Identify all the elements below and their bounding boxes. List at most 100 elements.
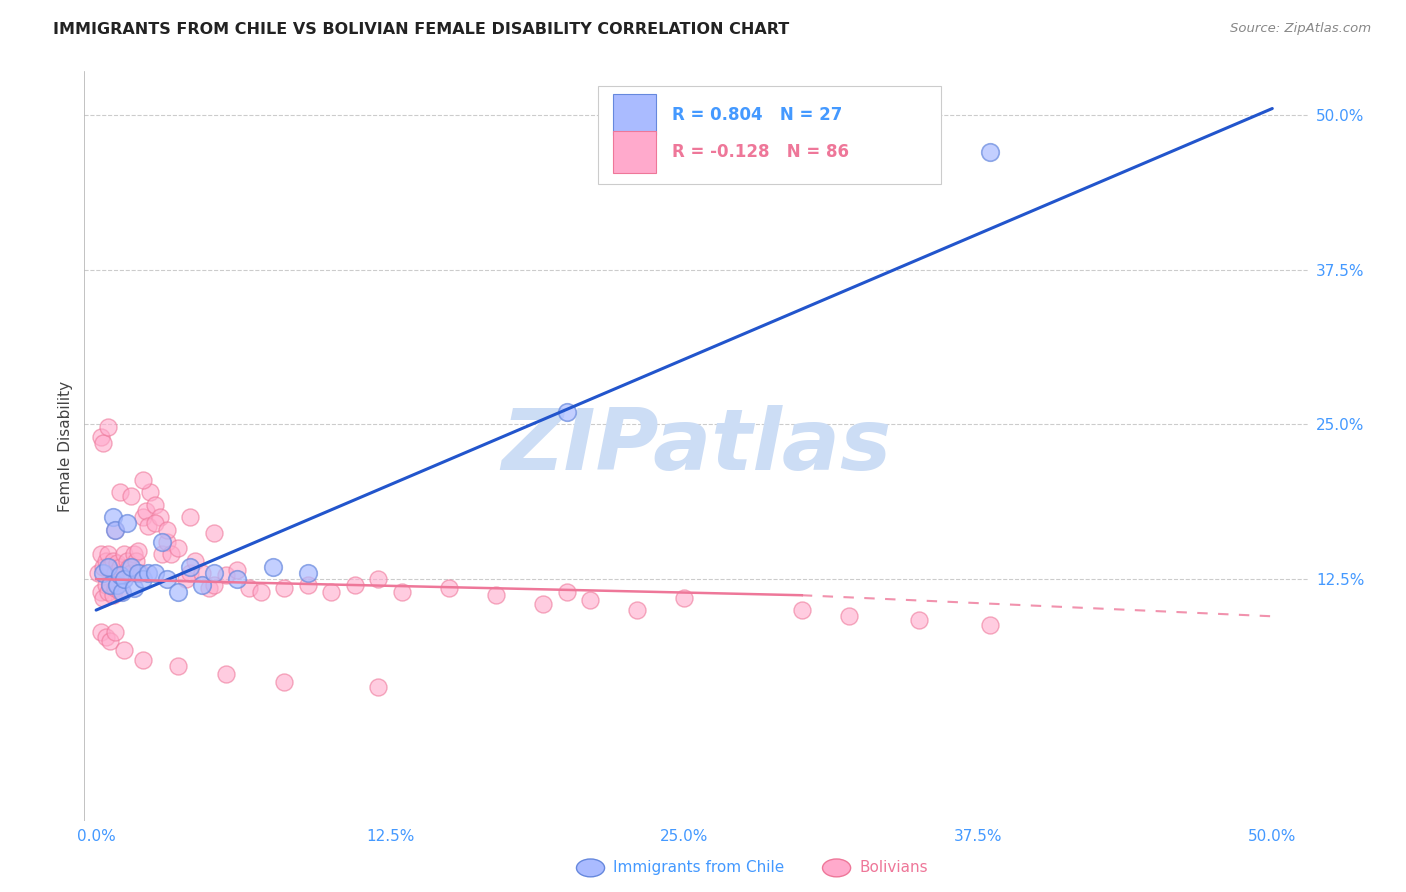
Point xyxy=(111,568,134,582)
Point xyxy=(979,618,1001,632)
Point xyxy=(127,543,149,558)
Point xyxy=(120,566,142,580)
Point xyxy=(132,572,155,586)
Text: IMMIGRANTS FROM CHILE VS BOLIVIAN FEMALE DISABILITY CORRELATION CHART: IMMIGRANTS FROM CHILE VS BOLIVIAN FEMALE… xyxy=(53,22,790,37)
Point xyxy=(179,559,201,574)
Point xyxy=(156,523,179,537)
Point xyxy=(191,578,214,592)
Point xyxy=(156,572,179,586)
Point xyxy=(127,566,149,580)
Point xyxy=(101,553,124,567)
Point xyxy=(391,584,413,599)
Point xyxy=(120,489,142,503)
Point xyxy=(167,584,190,599)
Point xyxy=(555,584,578,599)
Text: Immigrants from Chile: Immigrants from Chile xyxy=(613,861,785,875)
Point xyxy=(249,584,271,599)
Point xyxy=(90,430,112,444)
Point xyxy=(531,597,554,611)
Point xyxy=(790,603,813,617)
Point xyxy=(91,591,114,605)
Point xyxy=(139,485,162,500)
Point xyxy=(273,581,295,595)
Point xyxy=(104,581,127,595)
Point xyxy=(160,547,183,561)
Point xyxy=(273,674,295,689)
Point xyxy=(97,419,120,434)
Point xyxy=(198,581,221,595)
Point xyxy=(91,566,114,580)
Point xyxy=(202,578,225,592)
Point xyxy=(90,625,112,640)
Point xyxy=(120,559,142,574)
FancyBboxPatch shape xyxy=(613,131,655,172)
Point xyxy=(156,535,179,549)
Text: Bolivians: Bolivians xyxy=(859,861,928,875)
Point xyxy=(98,578,121,592)
Point xyxy=(94,578,117,592)
Point xyxy=(191,566,214,580)
Point xyxy=(125,553,148,567)
Point xyxy=(343,578,366,592)
Point xyxy=(98,578,121,592)
Point xyxy=(136,519,159,533)
Point xyxy=(97,584,120,599)
Point xyxy=(97,559,120,574)
Point xyxy=(104,566,127,580)
Point xyxy=(908,613,931,627)
Text: R = 0.804   N = 27: R = 0.804 N = 27 xyxy=(672,106,842,124)
Point xyxy=(91,436,114,450)
Point xyxy=(367,680,389,694)
Point xyxy=(579,593,602,607)
Point xyxy=(112,642,135,657)
Point xyxy=(150,547,173,561)
Point xyxy=(98,634,121,648)
Text: R = -0.128   N = 86: R = -0.128 N = 86 xyxy=(672,144,848,161)
Point xyxy=(122,547,145,561)
Point xyxy=(108,584,131,599)
Point xyxy=(150,535,173,549)
Point xyxy=(94,631,117,645)
Point xyxy=(132,510,155,524)
Point xyxy=(136,566,159,580)
Point xyxy=(555,405,578,419)
Point xyxy=(122,581,145,595)
Point xyxy=(105,578,128,592)
Point xyxy=(167,658,190,673)
Point xyxy=(143,516,166,531)
Point xyxy=(202,566,225,580)
Point xyxy=(97,547,120,561)
Point xyxy=(226,572,249,586)
Point xyxy=(94,553,117,567)
Point xyxy=(143,566,166,580)
Point xyxy=(179,510,201,524)
Point xyxy=(115,553,138,567)
Point xyxy=(184,553,207,567)
Point xyxy=(105,556,128,570)
Point xyxy=(108,485,131,500)
Point xyxy=(214,568,236,582)
Point xyxy=(214,667,236,681)
Point xyxy=(179,566,201,580)
Y-axis label: Female Disability: Female Disability xyxy=(58,380,73,512)
Point xyxy=(104,523,127,537)
Point xyxy=(111,584,134,599)
Point xyxy=(485,588,508,602)
Text: ZIPatlas: ZIPatlas xyxy=(501,404,891,488)
Point xyxy=(174,572,197,586)
Point xyxy=(297,566,319,580)
Point xyxy=(367,572,389,586)
Point xyxy=(104,523,127,537)
Point xyxy=(98,559,121,574)
Point xyxy=(437,581,460,595)
Point xyxy=(149,510,172,524)
Text: Source: ZipAtlas.com: Source: ZipAtlas.com xyxy=(1230,22,1371,36)
Point xyxy=(108,559,131,574)
Point xyxy=(626,603,648,617)
Point xyxy=(132,473,155,487)
Point xyxy=(979,145,1001,159)
FancyBboxPatch shape xyxy=(613,94,655,135)
Point xyxy=(673,591,696,605)
Point xyxy=(90,547,112,561)
Point xyxy=(132,653,155,667)
